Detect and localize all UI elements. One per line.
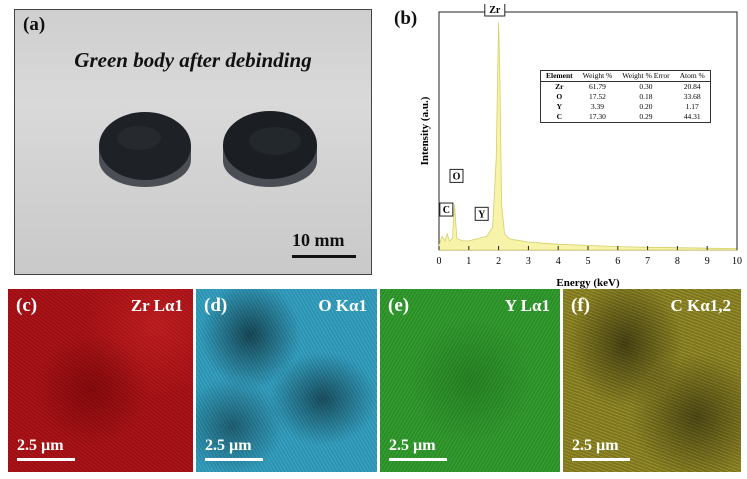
x-tick-label: 0: [437, 256, 442, 267]
panel-label-f: (f): [571, 295, 590, 316]
table-cell: 44.31: [683, 112, 701, 121]
c-map-panel: (f) C Kα1,2 2.5 µm: [563, 289, 741, 472]
table-cell: 0.29: [639, 112, 653, 121]
element-label: C Kα1,2: [670, 296, 732, 315]
y-axis-label: Intensity (a.u.): [419, 96, 431, 165]
scale-bar-label: 2.5 µm: [205, 437, 252, 454]
o-map-panel: (d) O Kα1 2.5 µm: [196, 289, 377, 472]
x-tick-label: 1: [466, 256, 471, 267]
table-cell: 0.18: [639, 92, 653, 101]
x-tick-label: 7: [645, 256, 650, 267]
x-tick-label: 3: [526, 256, 531, 267]
table-cell: 1.17: [685, 102, 699, 111]
table-cell: Y: [556, 102, 563, 111]
element-label: Y Lα1: [504, 296, 550, 315]
scale-bar: [17, 458, 75, 461]
element-label: O Kα1: [318, 296, 367, 315]
table-row: Zr 61.79 0.30 20.84: [541, 82, 711, 93]
scale-bar-label: 2.5 µm: [572, 437, 619, 454]
table-header-row: Element Weight % Weight % Error Atom %: [540, 70, 711, 82]
peak-label: Zr: [489, 5, 501, 16]
table-cell: 0.30: [639, 82, 653, 91]
col-header: Weight % Error: [617, 70, 675, 82]
panel-label-b: (b): [394, 8, 418, 29]
x-tick-label: 5: [586, 256, 591, 267]
y-map-panel: (e) Y Lα1 2.5 µm: [380, 289, 560, 472]
panel-label-d: (d): [204, 295, 228, 316]
table-cell: 20.84: [683, 82, 701, 91]
panel-label-a: (a): [23, 14, 46, 35]
x-tick-label: 8: [675, 256, 680, 267]
peak-label-box: [439, 202, 454, 217]
peak-label: O: [453, 171, 461, 182]
x-tick-label: 2: [496, 256, 501, 267]
peak-label-box: [484, 4, 506, 17]
table-row: C 17.30 0.29 44.31: [541, 112, 711, 123]
scale-bar: [292, 255, 356, 258]
x-tick-label: 6: [615, 256, 620, 267]
scale-bar-label: 10 mm: [292, 230, 345, 250]
disc-left: [99, 112, 191, 187]
table-cell: Zr: [555, 82, 564, 91]
x-axis-label: Energy (keV): [556, 277, 620, 289]
col-header: Element: [540, 70, 578, 82]
scale-bar: [389, 458, 447, 461]
x-tick-label: 4: [556, 256, 561, 267]
scale-bar-label: 2.5 µm: [17, 437, 64, 454]
table-cell: C: [556, 112, 563, 121]
table-row: Y 3.39 0.20 1.17: [541, 102, 711, 112]
scale-bar: [205, 458, 263, 461]
panel-label-e: (e): [388, 295, 410, 316]
peak-label: C: [443, 205, 450, 216]
peak-label-box: [474, 206, 489, 221]
photo-title: Green body after debinding: [74, 48, 312, 72]
table-cell: 33.68: [683, 92, 701, 101]
x-tick-label: 10: [732, 256, 742, 267]
table-cell: O: [556, 92, 563, 101]
scale-bar: [572, 458, 630, 461]
table-cell: 0.20: [639, 102, 653, 111]
table-cell: 3.39: [590, 102, 605, 111]
col-header: Weight %: [577, 70, 618, 82]
peak-label: Y: [478, 209, 486, 220]
table-cell: 17.52: [589, 92, 606, 101]
scale-bar-label: 2.5 µm: [389, 437, 436, 454]
table-row: O 17.52 0.18 33.68: [541, 92, 711, 102]
element-label: Zr Lα1: [130, 296, 183, 315]
panel-label-c: (c): [16, 295, 38, 316]
spectrum-area: [438, 21, 738, 251]
composition-table: Element Weight % Weight % Error Atom % Z…: [540, 70, 711, 123]
eds-spectrum-panel: 0 1 2 3 4 5 6 7 8 9 10 C O Y Zr Energy (keV) Intensit…: [388, 4, 743, 290]
photo-panel: (a) Green body after debinding 10 mm: [14, 9, 372, 275]
table-cell: 17.30: [589, 112, 606, 121]
disc-right: [223, 111, 317, 187]
table-cell: 61.79: [589, 82, 606, 91]
peak-label-box: [449, 168, 464, 183]
zr-map-panel: (c) Zr Lα1 2.5 µm: [8, 289, 193, 472]
col-header: Atom %: [674, 70, 711, 82]
x-tick-label: 9: [705, 256, 710, 267]
